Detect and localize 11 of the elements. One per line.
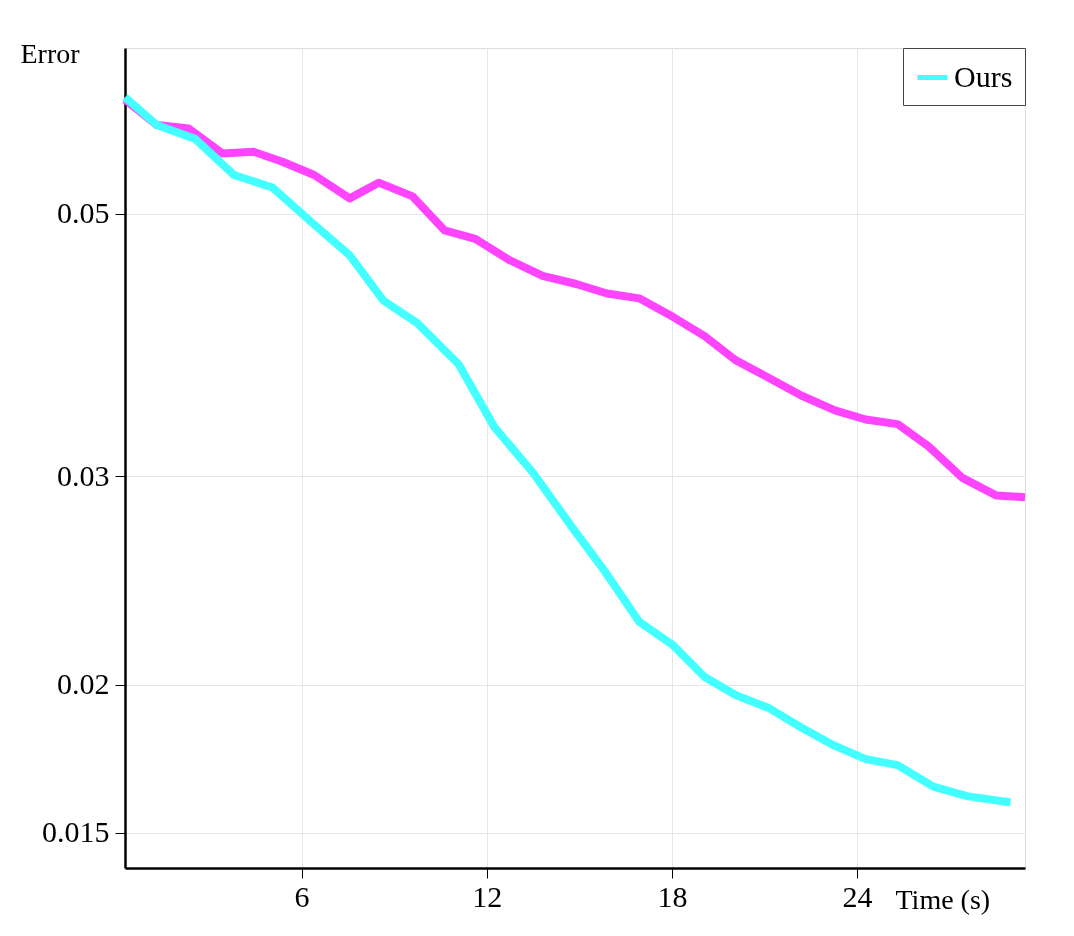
y-tick-label: 0.02 xyxy=(57,667,110,701)
x-tick-label: 24 xyxy=(842,879,873,913)
y-tick-label: 0.05 xyxy=(57,196,110,230)
x-tick-label: 12 xyxy=(472,879,503,913)
x-tick-label: 18 xyxy=(657,879,688,913)
x-axis-title: Time (s) xyxy=(895,883,991,915)
legend-label: Ours xyxy=(954,59,1013,93)
x-tick-label: 6 xyxy=(294,879,310,913)
y-tick-label: 0.03 xyxy=(57,458,110,492)
y-tick-label: 0.015 xyxy=(42,815,110,849)
y-axis-title: Error xyxy=(20,37,81,69)
